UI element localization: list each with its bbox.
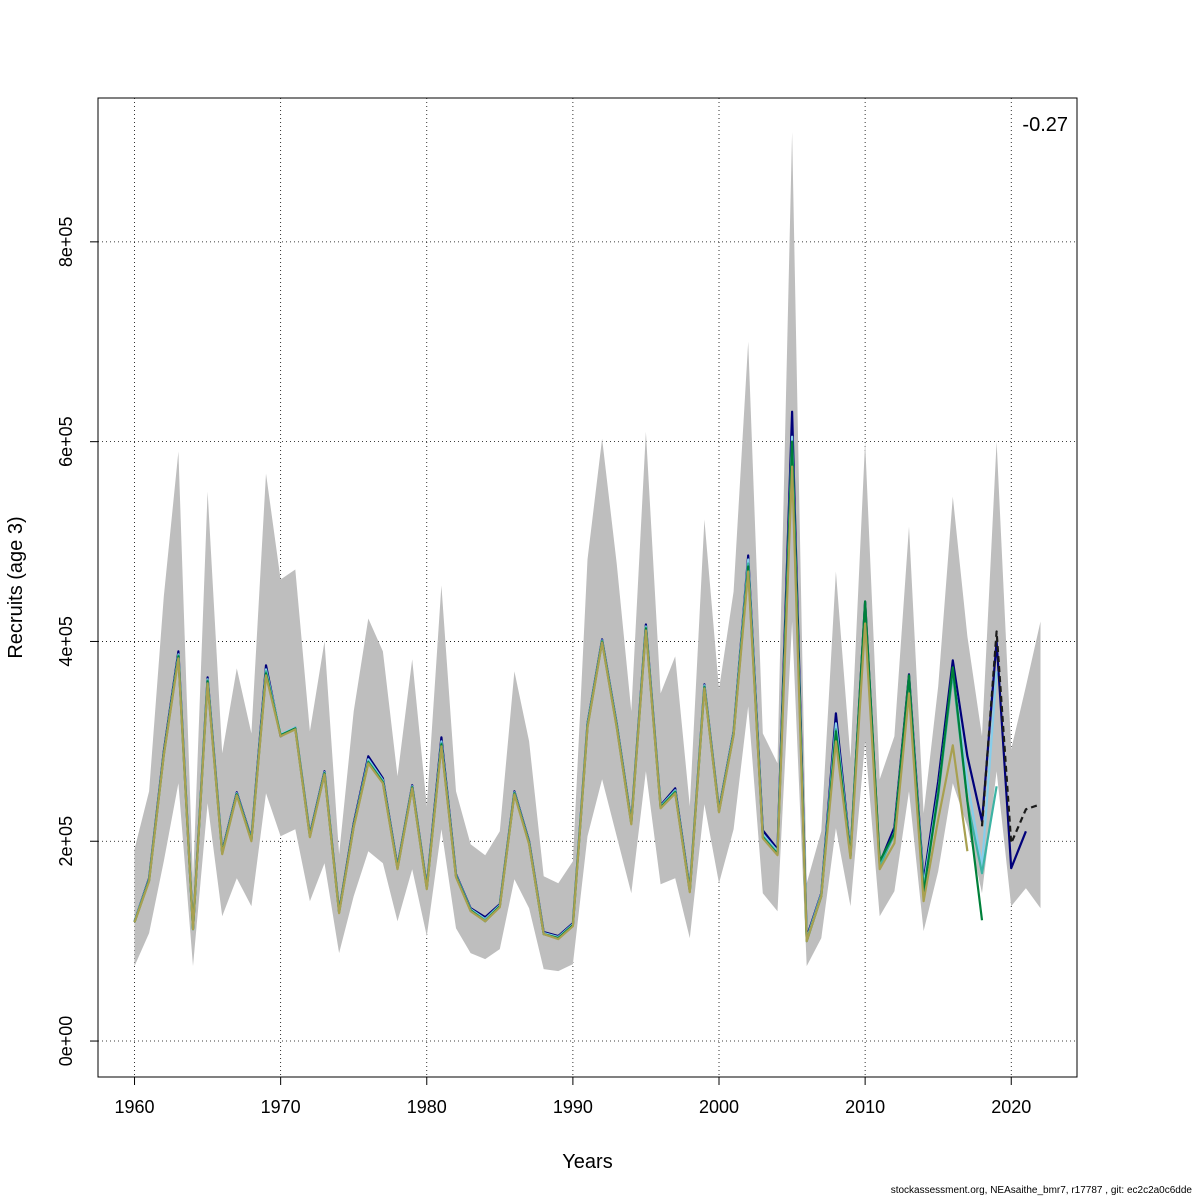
footer-credit: stockassessment.org, NEAsaithe_bmr7, r17… bbox=[890, 1185, 1192, 1196]
series-line-6 bbox=[980, 630, 1041, 845]
series-line-5 bbox=[133, 465, 969, 943]
x-tick-label: 2010 bbox=[845, 1097, 885, 1117]
y-tick-label: 6e+05 bbox=[56, 416, 76, 467]
x-axis-label: Years bbox=[562, 1151, 612, 1173]
confidence-band bbox=[134, 132, 1041, 972]
x-tick-label: 1970 bbox=[261, 1097, 301, 1117]
x-tick-label: 2020 bbox=[991, 1097, 1031, 1117]
x-tick-label: 1960 bbox=[115, 1097, 155, 1117]
y-tick-label: 2e+05 bbox=[56, 816, 76, 867]
x-axis: 1960 1970 1980 1990 2000 2010 2020 bbox=[115, 1076, 1031, 1117]
series-lines bbox=[133, 410, 1041, 943]
y-tick-label: 8e+05 bbox=[56, 217, 76, 268]
x-tick-label: 1980 bbox=[407, 1097, 447, 1117]
y-axis-label: Recruits (age 3) bbox=[5, 516, 27, 658]
correlation-annotation: -0.27 bbox=[1022, 114, 1068, 136]
x-tick-label: 2000 bbox=[699, 1097, 739, 1117]
x-tick-label: 1990 bbox=[553, 1097, 593, 1117]
y-axis: 0e+00 2e+05 4e+05 6e+05 8e+05 bbox=[56, 217, 99, 1067]
y-tick-label: 4e+05 bbox=[56, 616, 76, 667]
confidence-band-area bbox=[134, 132, 1041, 972]
y-tick-label: 0e+00 bbox=[56, 1016, 76, 1067]
